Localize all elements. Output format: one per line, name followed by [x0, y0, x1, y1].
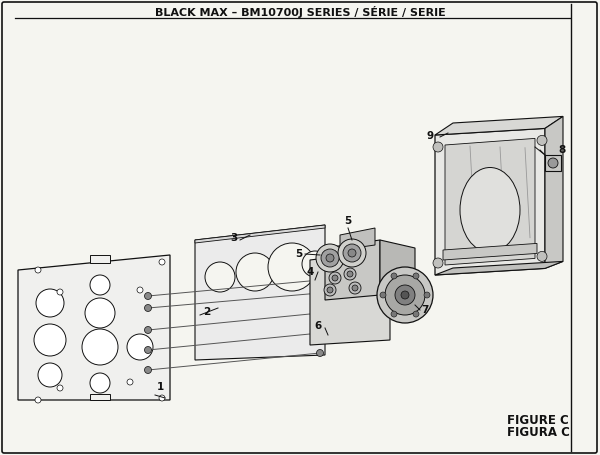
Polygon shape [195, 225, 325, 360]
Circle shape [401, 291, 409, 299]
Circle shape [90, 373, 110, 393]
Circle shape [413, 273, 419, 279]
Circle shape [391, 311, 397, 317]
Circle shape [413, 311, 419, 317]
Circle shape [343, 244, 361, 262]
Circle shape [537, 252, 547, 262]
Text: 8: 8 [558, 145, 565, 155]
Polygon shape [18, 255, 170, 400]
Circle shape [57, 289, 63, 295]
Circle shape [380, 292, 386, 298]
Circle shape [57, 385, 63, 391]
Polygon shape [90, 394, 110, 400]
Polygon shape [435, 128, 545, 275]
Polygon shape [445, 138, 535, 265]
Circle shape [205, 262, 235, 292]
Circle shape [332, 275, 338, 281]
Circle shape [433, 142, 443, 152]
Text: 5: 5 [295, 249, 302, 259]
Circle shape [326, 254, 334, 262]
Text: BLACK MAX – BM10700J SERIES / SÉRIE / SERIE: BLACK MAX – BM10700J SERIES / SÉRIE / SE… [155, 6, 445, 18]
Text: 7: 7 [421, 305, 428, 315]
Circle shape [395, 285, 415, 305]
Ellipse shape [460, 167, 520, 253]
Circle shape [145, 366, 151, 374]
Circle shape [38, 363, 62, 387]
Circle shape [327, 287, 333, 293]
Circle shape [159, 395, 165, 401]
Circle shape [34, 324, 66, 356]
Circle shape [85, 298, 115, 328]
Circle shape [145, 327, 151, 334]
Text: 1: 1 [157, 382, 164, 392]
Text: FIGURE C: FIGURE C [507, 414, 569, 426]
Circle shape [236, 253, 274, 291]
Text: 3: 3 [231, 233, 238, 243]
Circle shape [145, 293, 151, 299]
Circle shape [127, 379, 133, 385]
Circle shape [36, 289, 64, 317]
Circle shape [159, 259, 165, 265]
Circle shape [145, 347, 151, 354]
Circle shape [348, 249, 356, 257]
Polygon shape [90, 255, 110, 263]
Polygon shape [435, 262, 563, 275]
Text: 6: 6 [315, 321, 322, 331]
Circle shape [317, 329, 323, 337]
Text: 2: 2 [203, 307, 210, 317]
Circle shape [424, 292, 430, 298]
Circle shape [349, 282, 361, 294]
Polygon shape [310, 250, 390, 345]
Circle shape [537, 136, 547, 146]
Polygon shape [195, 225, 325, 243]
Circle shape [317, 349, 323, 357]
Polygon shape [325, 240, 380, 300]
Circle shape [391, 273, 397, 279]
Circle shape [377, 267, 433, 323]
Text: 4: 4 [307, 267, 314, 277]
Circle shape [268, 243, 316, 291]
Polygon shape [340, 228, 375, 250]
Polygon shape [380, 240, 415, 310]
Text: FIGURA C: FIGURA C [506, 425, 569, 439]
Text: 5: 5 [344, 216, 352, 226]
FancyBboxPatch shape [545, 155, 561, 171]
Circle shape [137, 287, 143, 293]
Text: 9: 9 [427, 131, 434, 141]
Circle shape [317, 277, 323, 283]
Circle shape [433, 258, 443, 268]
Polygon shape [435, 116, 563, 135]
Circle shape [35, 267, 41, 273]
Circle shape [317, 289, 323, 297]
Circle shape [35, 397, 41, 403]
Circle shape [338, 239, 366, 267]
Circle shape [145, 304, 151, 312]
Circle shape [317, 309, 323, 317]
Polygon shape [545, 116, 563, 268]
Circle shape [385, 275, 425, 315]
Circle shape [324, 284, 336, 296]
Circle shape [548, 158, 558, 168]
Circle shape [347, 271, 353, 277]
Circle shape [82, 329, 118, 365]
Circle shape [329, 272, 341, 284]
Circle shape [344, 268, 356, 280]
Circle shape [352, 285, 358, 291]
Polygon shape [443, 243, 537, 260]
Circle shape [321, 249, 339, 267]
Circle shape [316, 244, 344, 272]
Circle shape [127, 334, 153, 360]
Circle shape [90, 275, 110, 295]
Circle shape [302, 251, 328, 277]
